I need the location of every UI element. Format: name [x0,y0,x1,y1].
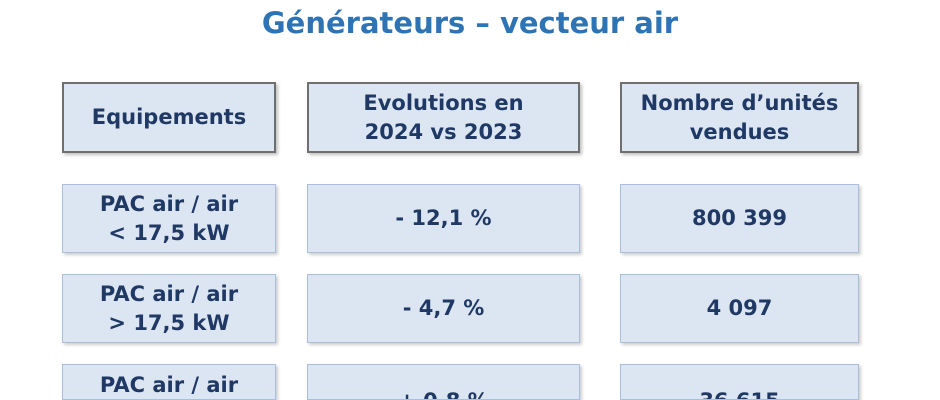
header-cell: Equipements [62,82,276,153]
cell-text: < 17,5 kW [108,220,230,245]
cell-text: 2024 vs 2023 [364,119,523,144]
data-cell: 36 615 [620,364,859,400]
data-cell: - 12,1 % [307,184,580,253]
cell-text: Equipements [91,105,247,129]
cell-text: > 17,5 kW [108,310,230,335]
cell-text: vendues [689,119,790,144]
data-cell: PAC air / air > 17,5 kW [62,274,276,343]
data-cell: - 4,7 % [307,274,580,343]
cell-text: - 4,7 % [402,296,485,320]
data-cell: PAC air / air [62,364,276,400]
title: Générateurs – vecteur air [261,6,679,40]
data-cell: 4 097 [620,274,859,343]
header-cell: Evolutions en 2024 vs 2023 [307,82,580,153]
cell-text: + 0,8 % [398,387,488,399]
cell-text: Nombre d’unités [640,90,839,115]
cell-text: - 12,1 % [395,206,492,230]
cell-text: 4 097 [706,296,773,320]
cell-text: 36 615 [699,387,779,399]
header-cell: Nombre d’unités vendues [620,82,859,153]
cell-text: PAC air / air [99,191,239,216]
data-cell: + 0,8 % [307,364,580,400]
cell-text: Evolutions en [363,90,524,115]
cell-text: PAC air / air [99,281,239,306]
cell-text: PAC air / air [99,373,239,397]
cell-text: 800 399 [692,206,787,230]
data-cell: 800 399 [620,184,859,253]
data-cell: PAC air / air < 17,5 kW [62,184,276,253]
